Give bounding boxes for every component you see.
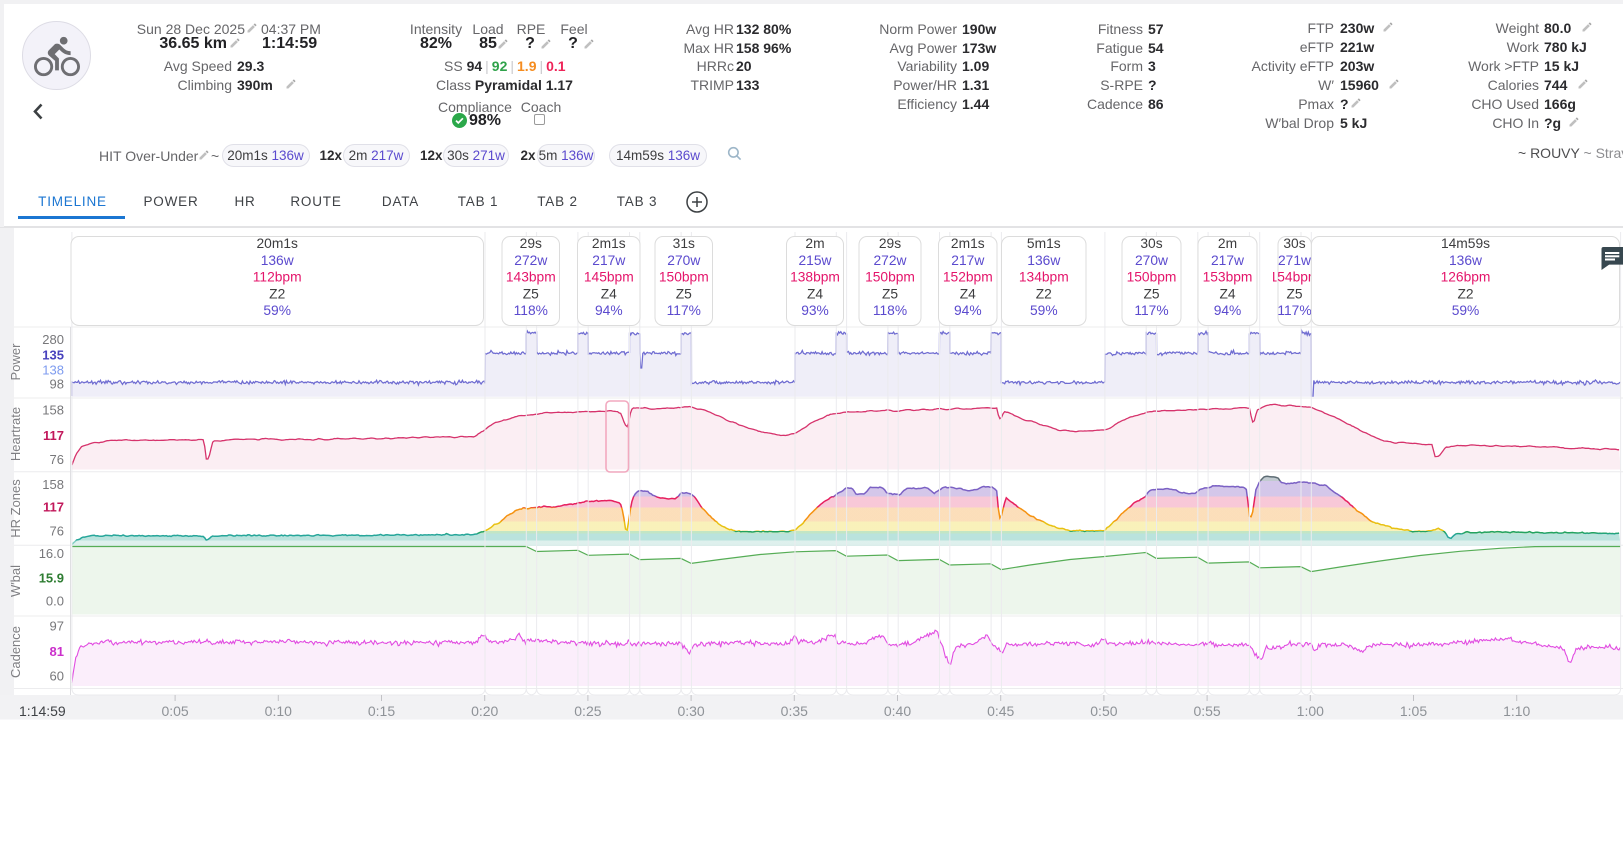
svg-text:94%: 94% [1214,303,1242,318]
svg-text:Cadence: Cadence [8,626,23,678]
svg-text:0:50: 0:50 [1090,703,1117,719]
svg-text:81: 81 [50,644,64,659]
svg-text:217w: 217w [1211,253,1244,268]
svg-text:117: 117 [43,500,64,515]
svg-text:2m: 2m [805,236,824,251]
svg-text:76: 76 [50,452,64,467]
svg-text:94%: 94% [595,303,623,318]
svg-text:145bpm: 145bpm [584,270,634,285]
svg-text:270w: 270w [667,253,700,268]
svg-text:118%: 118% [873,303,907,318]
svg-text:150bpm: 150bpm [1127,270,1177,285]
svg-text:217w: 217w [951,253,984,268]
svg-text:Z2: Z2 [1036,286,1052,301]
svg-text:272w: 272w [514,253,547,268]
svg-text:1:10: 1:10 [1503,703,1530,719]
svg-text:Z5: Z5 [523,286,539,301]
svg-text:93%: 93% [801,303,829,318]
svg-text:60: 60 [50,668,64,683]
svg-text:270w: 270w [1135,253,1168,268]
svg-text:271w: 271w [1278,253,1311,268]
svg-text:59%: 59% [263,303,291,318]
svg-text:Z4: Z4 [807,286,823,301]
svg-text:138: 138 [42,363,64,378]
svg-text:16.0: 16.0 [39,546,64,561]
svg-text:Z4: Z4 [1219,286,1235,301]
svg-text:29s: 29s [879,236,901,251]
svg-text:Z4: Z4 [601,286,617,301]
svg-text:153bpm: 153bpm [1203,270,1253,285]
svg-text:94%: 94% [954,303,982,318]
svg-text:29s: 29s [520,236,542,251]
svg-text:158: 158 [42,403,64,418]
svg-text:0.0: 0.0 [46,593,64,608]
svg-text:98: 98 [50,376,64,391]
svg-text:1:14:59: 1:14:59 [19,703,66,719]
svg-text:0:20: 0:20 [471,703,498,719]
svg-text:59%: 59% [1030,303,1058,318]
svg-text:154bpm: 154bpm [1270,270,1320,285]
svg-text:143bpm: 143bpm [506,270,556,285]
svg-text:0:45: 0:45 [987,703,1014,719]
svg-text:135: 135 [42,347,64,362]
svg-text:HR Zones: HR Zones [8,479,23,538]
svg-text:126bpm: 126bpm [1441,270,1491,285]
svg-text:Heartrate: Heartrate [8,407,23,461]
svg-text:Z5: Z5 [676,286,692,301]
svg-text:2m: 2m [1218,236,1237,251]
svg-text:31s: 31s [673,236,695,251]
svg-text:Z2: Z2 [1457,286,1473,301]
svg-text:136w: 136w [1449,253,1482,268]
svg-text:Z5: Z5 [882,286,898,301]
svg-text:Z4: Z4 [960,286,976,301]
svg-text:15.9: 15.9 [39,570,64,585]
svg-text:0:30: 0:30 [677,703,704,719]
svg-text:136w: 136w [261,253,294,268]
svg-text:0:10: 0:10 [265,703,292,719]
svg-text:138bpm: 138bpm [790,270,840,285]
svg-text:272w: 272w [874,253,907,268]
svg-text:97: 97 [50,619,64,634]
svg-text:Power: Power [8,343,23,381]
svg-text:0:15: 0:15 [368,703,395,719]
svg-text:W′bal: W′bal [8,565,23,597]
svg-text:0:05: 0:05 [161,703,188,719]
svg-text:136w: 136w [1027,253,1060,268]
svg-text:215w: 215w [799,253,832,268]
svg-text:0:55: 0:55 [1193,703,1220,719]
svg-text:134bpm: 134bpm [1019,270,1069,285]
svg-text:1:00: 1:00 [1297,703,1324,719]
svg-text:117%: 117% [667,303,701,318]
svg-text:1:05: 1:05 [1400,703,1427,719]
svg-text:76: 76 [50,524,64,539]
svg-text:280: 280 [42,332,64,347]
svg-text:117%: 117% [1134,303,1168,318]
svg-text:0:25: 0:25 [574,703,601,719]
svg-text:117: 117 [43,428,64,443]
svg-text:117%: 117% [1277,303,1311,318]
svg-text:150bpm: 150bpm [865,270,915,285]
svg-text:30s: 30s [1283,236,1305,251]
svg-text:2m1s: 2m1s [951,236,985,251]
svg-text:30s: 30s [1140,236,1162,251]
svg-text:112bpm: 112bpm [253,270,302,285]
svg-text:118%: 118% [514,303,548,318]
svg-text:158: 158 [42,477,64,492]
svg-text:152bpm: 152bpm [943,270,993,285]
svg-text:217w: 217w [592,253,625,268]
svg-text:Z5: Z5 [1143,286,1159,301]
svg-text:2m1s: 2m1s [592,236,626,251]
svg-text:0:40: 0:40 [884,703,911,719]
svg-text:150bpm: 150bpm [659,270,709,285]
svg-text:14m59s: 14m59s [1441,236,1490,251]
svg-text:Z2: Z2 [269,286,285,301]
svg-text:Z5: Z5 [1286,286,1302,301]
svg-text:59%: 59% [1452,303,1480,318]
svg-text:0:35: 0:35 [781,703,808,719]
svg-text:20m1s: 20m1s [256,236,298,251]
svg-text:5m1s: 5m1s [1027,236,1061,251]
